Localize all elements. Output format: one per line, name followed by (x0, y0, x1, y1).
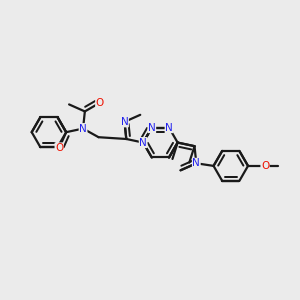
Text: N: N (165, 123, 173, 133)
Text: N: N (79, 124, 87, 134)
Text: N: N (121, 117, 128, 127)
Text: O: O (96, 98, 104, 108)
Text: N: N (148, 123, 156, 133)
Text: N: N (192, 158, 200, 168)
Text: O: O (55, 143, 63, 153)
Text: N: N (139, 138, 147, 148)
Text: O: O (261, 161, 269, 171)
